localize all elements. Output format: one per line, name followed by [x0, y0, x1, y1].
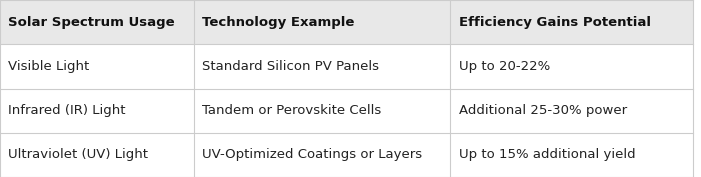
Text: Infrared (IR) Light: Infrared (IR) Light: [8, 104, 125, 117]
FancyBboxPatch shape: [194, 44, 450, 88]
Text: UV-Optimized Coatings or Layers: UV-Optimized Coatings or Layers: [203, 148, 423, 161]
FancyBboxPatch shape: [0, 44, 194, 88]
Text: Ultraviolet (UV) Light: Ultraviolet (UV) Light: [8, 148, 149, 161]
FancyBboxPatch shape: [450, 0, 693, 44]
FancyBboxPatch shape: [194, 88, 450, 133]
FancyBboxPatch shape: [0, 0, 194, 44]
Text: Tandem or Perovskite Cells: Tandem or Perovskite Cells: [203, 104, 381, 117]
Text: Efficiency Gains Potential: Efficiency Gains Potential: [458, 16, 651, 29]
FancyBboxPatch shape: [0, 88, 194, 133]
FancyBboxPatch shape: [194, 133, 450, 177]
Text: Solar Spectrum Usage: Solar Spectrum Usage: [8, 16, 175, 29]
FancyBboxPatch shape: [194, 0, 450, 44]
Text: Visible Light: Visible Light: [8, 60, 90, 73]
Text: Technology Example: Technology Example: [203, 16, 355, 29]
Text: Standard Silicon PV Panels: Standard Silicon PV Panels: [203, 60, 379, 73]
Text: Up to 20-22%: Up to 20-22%: [458, 60, 550, 73]
Text: Up to 15% additional yield: Up to 15% additional yield: [458, 148, 635, 161]
Text: Additional 25-30% power: Additional 25-30% power: [458, 104, 627, 117]
FancyBboxPatch shape: [450, 44, 693, 88]
FancyBboxPatch shape: [450, 88, 693, 133]
FancyBboxPatch shape: [450, 133, 693, 177]
FancyBboxPatch shape: [0, 133, 194, 177]
